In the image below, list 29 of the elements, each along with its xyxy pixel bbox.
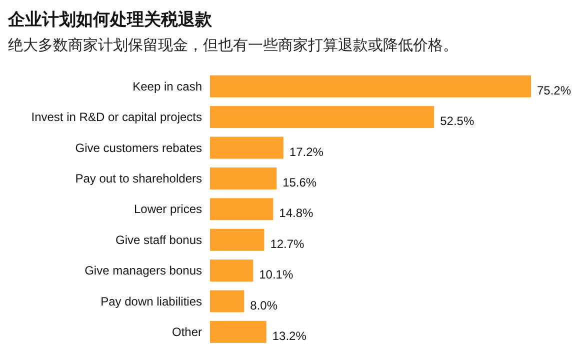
y-tick-label: Give managers bonus <box>84 264 202 278</box>
chart-subtitle: 绝大多数商家计划保留现金，但也有一些商家打算退款或降低价格。 <box>8 37 458 54</box>
data-label: 17.2% <box>289 144 324 159</box>
y-tick-label: Keep in cash <box>132 79 202 94</box>
y-tick-label: Pay out to shareholders <box>75 171 202 186</box>
y-tick-label: Pay down liabilities <box>100 294 202 308</box>
y-tick-label: Give customers rebates <box>75 140 202 155</box>
bar <box>210 75 531 98</box>
y-tick-label: Other <box>172 324 202 339</box>
y-tick-label: Lower prices <box>134 202 202 216</box>
bar <box>210 320 266 343</box>
bar <box>210 198 274 220</box>
y-tick-label: Give staff bonus <box>116 232 202 247</box>
bar <box>210 136 284 159</box>
bar <box>210 167 277 190</box>
bar <box>210 260 254 282</box>
data-label: 12.7% <box>270 236 305 251</box>
chart-title: 企业计划如何处理关税退款 <box>7 10 213 29</box>
data-label: 75.2% <box>537 83 572 98</box>
data-label: 10.1% <box>259 268 294 282</box>
data-label: 14.8% <box>279 206 314 220</box>
data-label: 8.0% <box>250 298 278 312</box>
data-label: 52.5% <box>440 114 474 128</box>
bar <box>210 106 434 128</box>
data-label: 15.6% <box>282 175 317 190</box>
bar <box>210 290 244 312</box>
y-tick-label: Invest in R&D or capital projects <box>31 110 202 124</box>
data-label: 13.2% <box>272 328 307 343</box>
bar <box>210 228 264 251</box>
